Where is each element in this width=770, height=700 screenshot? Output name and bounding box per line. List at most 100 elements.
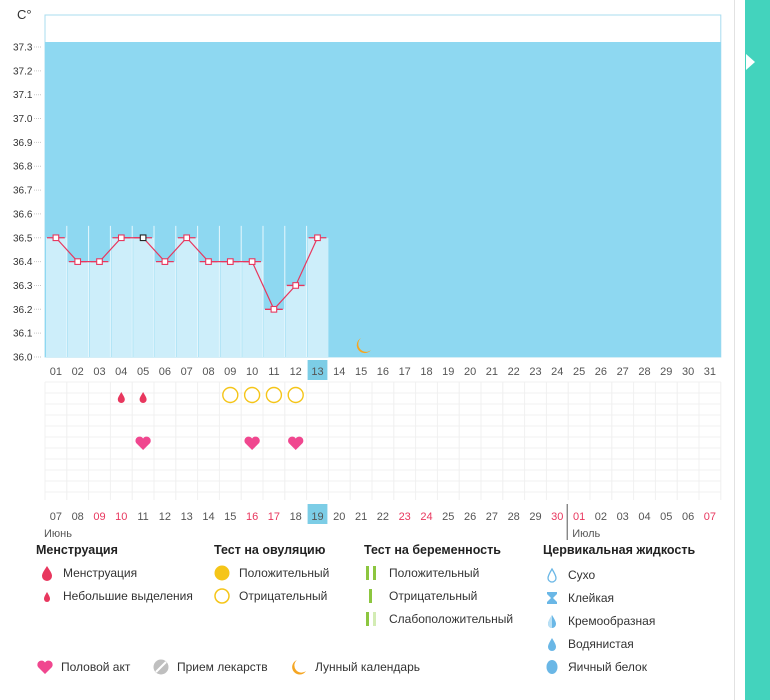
ovulation-negative-marker: [287, 386, 304, 404]
heart-icon: [34, 658, 56, 676]
today-highlight: [307, 504, 328, 524]
sticky-hourglass-icon: [541, 589, 563, 607]
ovulation-negative-marker: [265, 386, 283, 404]
ovulation-negative-marker: [222, 386, 239, 404]
blood-drop-icon: [36, 564, 58, 582]
pill-icon: [150, 658, 172, 676]
date-label: 16: [246, 511, 258, 523]
legend-label: Небольшие выделения: [63, 589, 193, 603]
date-label: 15: [224, 511, 236, 523]
temperature-point: [139, 234, 147, 242]
day-label: 17: [399, 366, 411, 378]
day-label: 03: [93, 366, 105, 378]
day-label: 08: [202, 366, 214, 378]
temperature-column: [264, 309, 285, 357]
expand-arrow-icon[interactable]: [746, 54, 755, 70]
temperature-column: [242, 261, 263, 357]
temperature-point: [205, 258, 212, 265]
side-panel-handle[interactable]: [745, 0, 770, 700]
date-label: 05: [660, 511, 672, 523]
day-label: 16: [377, 366, 389, 378]
temperature-point: [226, 258, 234, 265]
date-label: 19: [311, 511, 323, 523]
y-tick-label: 37.2: [13, 66, 33, 77]
date-label: 20: [333, 511, 345, 523]
legend-label: Половой акт: [61, 660, 131, 674]
legend-label: Отрицательный: [239, 589, 328, 603]
legend-label: Сухо: [568, 568, 596, 582]
day-label: 01: [50, 366, 62, 378]
day-label: 23: [529, 366, 541, 378]
date-label: 09: [93, 511, 105, 523]
month-label-next: Июль: [572, 528, 600, 540]
date-label: 07: [704, 511, 716, 523]
small-blood-drop-icon: [36, 587, 58, 605]
spotting-marker: [139, 392, 147, 403]
day-label: 09: [224, 366, 236, 378]
day-label: 22: [508, 366, 520, 378]
day-label: 06: [159, 366, 171, 378]
date-label: 13: [181, 511, 193, 523]
y-tick-label: 37.3: [13, 43, 33, 54]
day-label: 18: [420, 366, 432, 378]
intercourse-marker: [244, 436, 260, 450]
legend-item-ovulation-positive: Положительный: [212, 564, 329, 582]
y-tick-label: 36.2: [13, 305, 33, 316]
ovulation-negative-marker: [243, 386, 261, 404]
y-tick-label: 36.5: [13, 233, 33, 244]
pregnancy-positive-icon: [362, 564, 384, 582]
y-tick-label: 37.1: [13, 90, 33, 101]
date-label: 30: [551, 511, 563, 523]
pregnancy-weak-icon: [362, 610, 384, 628]
day-label: 07: [181, 366, 193, 378]
y-tick-label: 37.0: [13, 114, 33, 125]
temperature-column: [285, 285, 307, 357]
ovulation-positive-icon: [212, 564, 234, 582]
date-label: 22: [377, 511, 389, 523]
legend-item-cervical-dry: Сухо: [541, 566, 595, 584]
markers-grid: [45, 382, 721, 500]
day-label: 11: [268, 366, 279, 378]
y-tick-label: 36.3: [13, 281, 33, 292]
day-label: 25: [573, 366, 585, 378]
date-label: 11: [137, 511, 148, 523]
legend-title-ovulation: Тест на овуляцию: [214, 543, 326, 557]
legend-item-cervical-sticky: Клейкая: [541, 589, 614, 607]
day-label: 10: [246, 366, 258, 378]
temperature-point: [74, 258, 82, 265]
temperature-point: [52, 234, 60, 242]
dry-drop-icon: [541, 566, 563, 584]
day-label: 24: [551, 366, 563, 378]
date-label: 25: [442, 511, 454, 523]
y-axis-unit: C°: [17, 7, 32, 22]
legend-item-moon: Лунный календарь: [288, 658, 420, 676]
day-label: 29: [660, 366, 672, 378]
legend-title-cervical: Цервикальная жидкость: [543, 543, 696, 557]
month-label-start: Июнь: [44, 528, 72, 540]
current-day-highlight: [307, 360, 328, 380]
temperature-column: [133, 237, 154, 357]
date-label: 06: [682, 511, 694, 523]
temperature-point: [314, 234, 321, 242]
day-label: 30: [682, 366, 694, 378]
moon-marker: [356, 338, 372, 354]
date-label: 21: [355, 511, 367, 523]
legend-title-pregnancy: Тест на беременность: [364, 543, 501, 557]
y-tick-label: 36.0: [13, 353, 33, 364]
legend-label: Положительный: [389, 566, 480, 580]
date-label: 28: [508, 511, 520, 523]
day-label: 28: [638, 366, 650, 378]
date-label: 03: [617, 511, 629, 523]
date-label: 17: [268, 511, 280, 523]
pregnancy-negative-icon: [362, 587, 384, 605]
date-label: 23: [399, 511, 411, 523]
temperature-chart: 36.0 36.1 36.2 36.3 36.4 36.5 36.6 36.7 36.8 36.9…: [13, 14, 722, 540]
date-label: 02: [595, 511, 607, 523]
legend-item-pregnancy-positive: Положительный: [362, 564, 479, 582]
intercourse-marker: [135, 436, 151, 450]
day-label: 19: [442, 366, 454, 378]
legend-item-cervical-watery: Водянистая: [541, 635, 634, 653]
legend-title-menstruation: Менструация: [36, 543, 118, 557]
day-label: 13: [311, 366, 323, 378]
temperature-column: [220, 261, 242, 357]
